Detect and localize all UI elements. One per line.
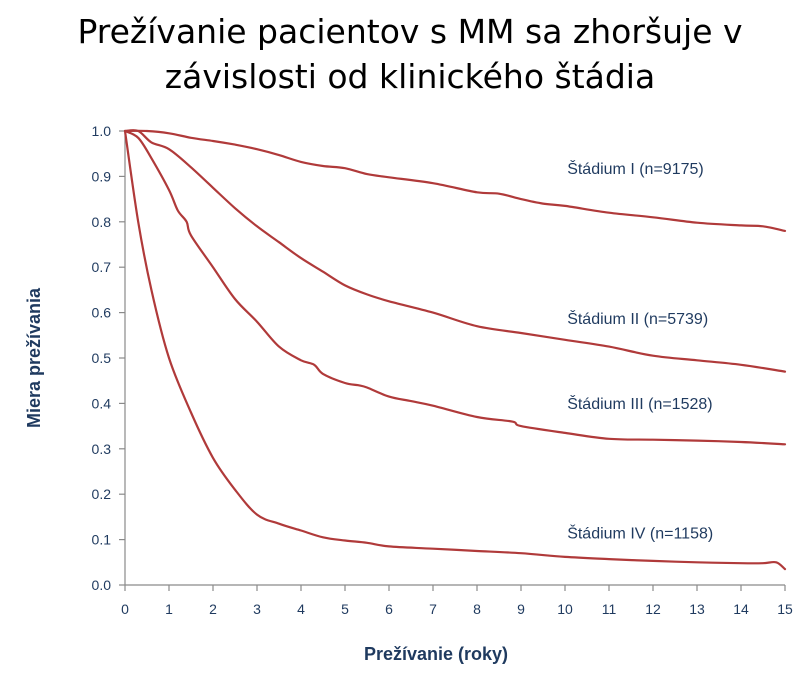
x-tick-label: 6 <box>385 601 393 617</box>
x-tick-label: 4 <box>297 601 305 617</box>
x-tick-label: 1 <box>165 601 173 617</box>
series-label-stage-3: Štádium III (n=1528) <box>567 394 712 413</box>
x-tick-label: 9 <box>517 601 525 617</box>
y-tick-label: 0.3 <box>92 441 112 457</box>
series-label-stage-4: Štádium IV (n=1158) <box>567 524 713 543</box>
x-tick-label: 8 <box>473 601 481 617</box>
x-tick-label: 15 <box>777 601 793 617</box>
x-tick-label: 14 <box>733 601 749 617</box>
x-axis-title: Prežívanie (roky) <box>364 644 508 664</box>
y-tick-label: 0.9 <box>92 168 112 184</box>
x-tick-label: 12 <box>645 601 661 617</box>
x-tick-label: 0 <box>121 601 129 617</box>
y-tick-label: 0.6 <box>92 305 112 321</box>
curves <box>123 129 787 571</box>
x-tick-label: 7 <box>429 601 437 617</box>
series-labels: Štádium I (n=9175) Štádium II (n=5739) Štá… <box>567 159 713 543</box>
x-tick-label: 10 <box>557 601 573 617</box>
y-tick-label: 1.0 <box>92 123 112 139</box>
x-tick-label: 3 <box>253 601 261 617</box>
series-label-stage-2: Štádium II (n=5739) <box>567 309 708 328</box>
chart-title-line-2: závislosti od klinického štádia <box>164 57 656 96</box>
y-tick-label: 0.7 <box>92 259 112 275</box>
y-axis-title: Miera prežívania <box>24 287 44 428</box>
series-line-stage-1 <box>123 129 787 232</box>
series-label-stage-1: Štádium I (n=9175) <box>567 159 704 178</box>
x-tick-label: 5 <box>341 601 349 617</box>
y-tick-label: 0.2 <box>92 486 112 502</box>
series-line-stage-3 <box>123 129 787 446</box>
x-tick-label: 11 <box>602 601 617 617</box>
y-tick-label: 0.8 <box>92 214 112 230</box>
y-tick-label: 0.5 <box>92 350 112 366</box>
series-line-stage-4 <box>123 129 787 571</box>
axes: 0.00.10.20.30.40.50.60.70.80.91.00 1 2 3 4 5 6… <box>92 123 793 617</box>
x-tick-label: 2 <box>209 601 217 617</box>
x-tick-label: 13 <box>689 601 705 617</box>
y-tick-label: 0.1 <box>92 532 112 548</box>
y-tick-label: 0.4 <box>92 395 112 411</box>
series-line-stage-2 <box>123 129 787 373</box>
y-tick-label: 0.0 <box>92 577 112 593</box>
chart-title-line-1: Prežívanie pacientov s MM sa zhoršuje v <box>77 12 743 51</box>
